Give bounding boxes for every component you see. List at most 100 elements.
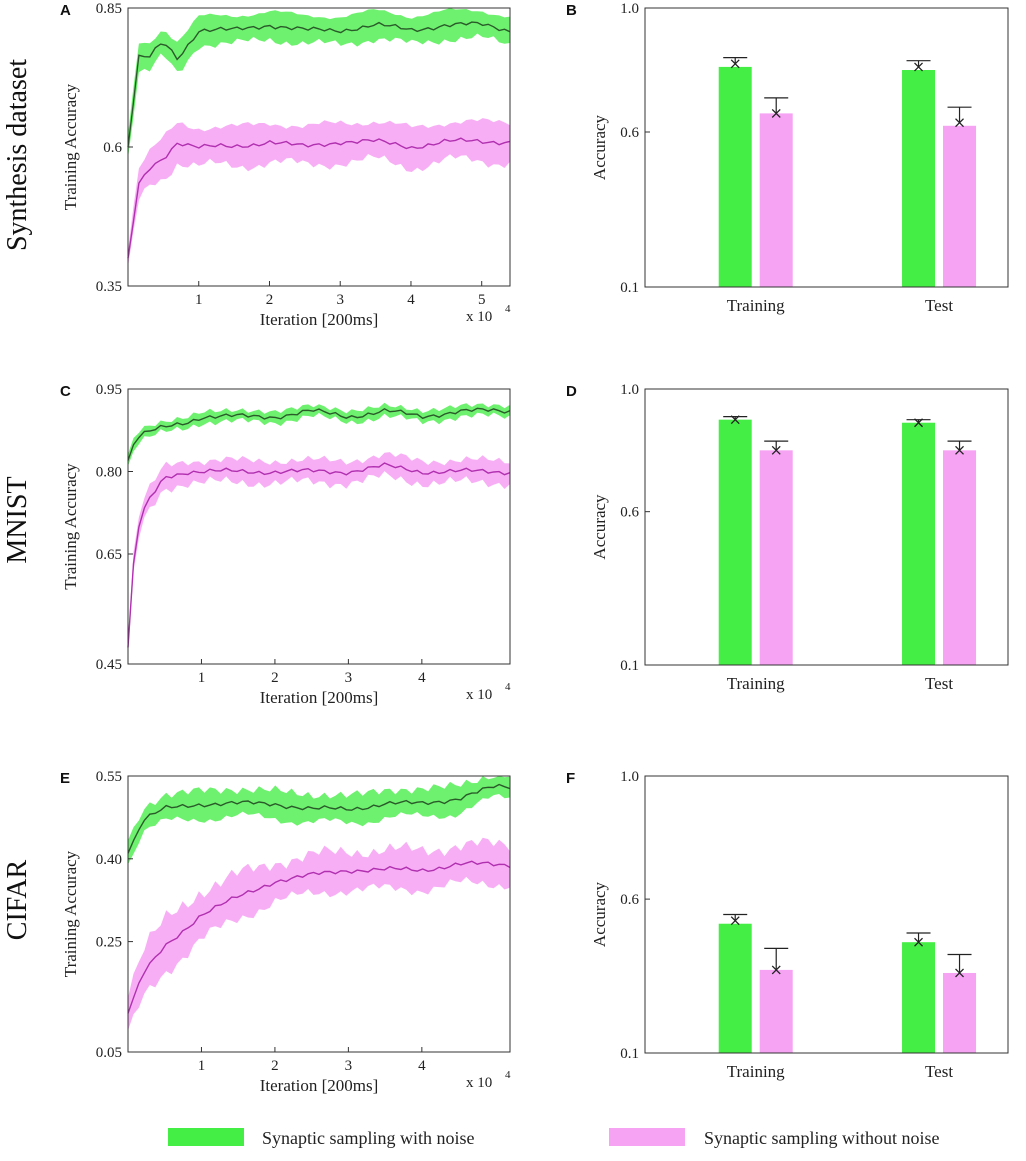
x-multiplier-e: x 10: [466, 1075, 492, 1091]
xtick-label-e-0: 1: [198, 1058, 206, 1074]
band-a-series-1: [128, 118, 510, 267]
mean-marker-d-1-0: [914, 418, 923, 428]
category-label-d-0: Training: [727, 674, 785, 693]
xtick-label-e-2: 3: [345, 1058, 353, 1074]
xtick-label-a-4: 5: [478, 292, 486, 308]
mean-marker-f-0-0: [730, 916, 740, 926]
panel-b: Training Test 0.1 0.6 1.0 Accuracy B: [566, 1, 1009, 315]
band-e-series-0: [128, 776, 510, 865]
mean-marker-f-0-1: [771, 965, 781, 975]
x-exponent-c: 4: [505, 681, 511, 693]
ytick-label-d-1: 0.6: [620, 505, 639, 521]
ytick-label-c-1: 0.65: [96, 547, 122, 563]
ytick-label-d-2: 1.0: [620, 382, 639, 398]
ytick-label-a-1: 0.6: [103, 140, 122, 156]
xtick-label-c-0: 1: [198, 670, 206, 686]
mean-marker-b-1-0: [914, 62, 923, 72]
ytick-label-e-0: 0.05: [96, 1045, 122, 1061]
bar-f-training-series-0: [718, 923, 752, 1053]
line-a-series-1: [127, 137, 511, 259]
legend-label-noise: Synaptic sampling with noise: [262, 1128, 474, 1148]
bar-f-test-series-1: [943, 972, 977, 1053]
ytick-label-c-2: 0.80: [96, 465, 122, 481]
bar-f-training-series-1: [759, 969, 793, 1053]
ylabel-a: Training Accuracy: [61, 83, 80, 210]
panel-f: Training Test 0.1 0.6 1.0 Accuracy F: [566, 769, 1009, 1081]
panel-d: Training Test 0.1 0.6 1.0 Accuracy D: [566, 382, 1009, 693]
xtick-label-c-3: 4: [418, 670, 426, 686]
mean-marker-d-1-1: [955, 445, 964, 455]
x-multiplier-a: x 10: [466, 309, 492, 325]
x-exponent-e: 4: [505, 1069, 511, 1081]
ytick-label-e-3: 0.55: [96, 769, 122, 785]
xlabel-a: Iteration [200ms]: [260, 310, 379, 329]
axes-frame-f: [644, 775, 1009, 1054]
mean-marker-f-1-1: [955, 968, 964, 978]
ytick-label-e-2: 0.40: [96, 852, 122, 868]
mean-marker-b-0-1: [771, 108, 781, 118]
legend-swatch-no-noise: [609, 1128, 685, 1146]
xtick-label-a-1: 2: [266, 292, 274, 308]
xtick-label-e-3: 4: [418, 1058, 426, 1074]
bar-b-training-series-1: [759, 113, 793, 288]
legend-swatch-noise: [168, 1128, 244, 1146]
x-multiplier-c: x 10: [466, 687, 492, 703]
xtick-label-a-2: 3: [336, 292, 344, 308]
panel-letter-a: A: [60, 2, 71, 19]
ytick-label-f-2: 1.0: [620, 769, 639, 785]
bar-b-test-series-0: [902, 70, 936, 287]
ylabel-b: Accuracy: [590, 114, 609, 180]
ytick-label-b-2: 1.0: [620, 1, 639, 17]
xlabel-e: Iteration [200ms]: [260, 1076, 379, 1095]
xtick-label-c-1: 2: [271, 670, 279, 686]
panel-c: 1 2 3 4 0.45 0.65 0.80 0.95 Iteration [200ms] Tra…: [60, 382, 511, 707]
line-c-series-0: [127, 407, 511, 461]
legend-label-no-noise: Synaptic sampling without noise: [704, 1128, 940, 1148]
panel-letter-d: D: [566, 383, 577, 400]
ytick-label-f-1: 0.6: [620, 892, 639, 908]
bar-b-test-series-1: [943, 125, 977, 287]
panel-letter-c: C: [60, 383, 71, 400]
row-label-synthesis: Synthesis dataset: [2, 59, 33, 251]
ytick-label-b-0: 0.1: [620, 280, 639, 296]
band-a-series-0: [128, 8, 510, 159]
band-c-series-0: [128, 402, 510, 466]
bar-d-training-series-1: [759, 450, 793, 665]
ylabel-d: Accuracy: [590, 494, 609, 560]
bar-d-training-series-0: [718, 419, 752, 665]
band-e-series-1: [128, 837, 510, 1031]
category-label-b-1: Test: [925, 296, 953, 315]
ytick-label-a-2: 0.85: [96, 1, 122, 17]
ytick-label-d-0: 0.1: [620, 658, 639, 674]
ylabel-e: Training Accuracy: [61, 850, 80, 977]
xtick-label-a-3: 4: [407, 292, 415, 308]
ylabel-f: Accuracy: [590, 881, 609, 947]
xtick-label-c-2: 3: [345, 670, 353, 686]
category-label-f-1: Test: [925, 1062, 953, 1081]
legend: Synaptic sampling with noise Synaptic sa…: [168, 1128, 940, 1148]
ytick-label-c-0: 0.45: [96, 657, 122, 673]
category-label-b-0: Training: [727, 296, 785, 315]
axes-frame-e: [127, 775, 511, 1053]
mean-marker-d-0-0: [730, 415, 740, 425]
panel-letter-b: B: [566, 2, 577, 19]
row-label-cifar: CIFAR: [2, 859, 33, 940]
category-label-f-0: Training: [727, 1062, 785, 1081]
panel-letter-e: E: [60, 770, 70, 787]
xtick-label-e-1: 2: [271, 1058, 279, 1074]
panel-a: 1 2 3 4 5 0.35 0.6 0.85 Iteration [200ms] Trainin…: [60, 1, 511, 329]
line-e-series-1: [127, 860, 511, 1014]
bar-d-test-series-0: [902, 422, 936, 665]
axes-frame-c: [127, 388, 511, 665]
xlabel-c: Iteration [200ms]: [260, 688, 379, 707]
xtick-label-a-0: 1: [195, 292, 203, 308]
line-a-series-0: [127, 21, 511, 148]
panels: 1 2 3 4 5 0.35 0.6 0.85 Iteration [200ms] Trainin…: [60, 1, 1009, 1095]
bar-b-training-series-0: [718, 66, 752, 288]
band-c-series-1: [128, 452, 510, 657]
mean-marker-b-1-1: [955, 118, 964, 128]
category-label-d-1: Test: [925, 674, 953, 693]
row-label-mnist: MNIST: [2, 476, 33, 563]
ylabel-c: Training Accuracy: [61, 463, 80, 590]
